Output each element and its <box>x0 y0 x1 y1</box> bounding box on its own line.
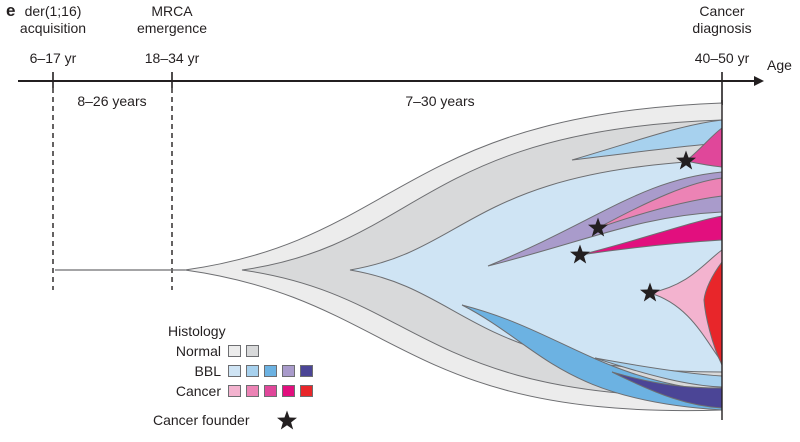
event-der116-age: 6–17 yr <box>29 50 77 66</box>
event-diagnosis-label: Cancer diagnosis <box>692 3 751 37</box>
legend-swatch <box>264 385 277 397</box>
star-icon <box>277 410 297 430</box>
star-icon <box>588 217 608 237</box>
event-der116-label: der(1;16) acquisition <box>20 3 86 37</box>
legend-swatch <box>228 385 241 397</box>
panel-label: e <box>6 1 16 20</box>
event-diagnosis-name: Cancer <box>699 3 745 19</box>
interval-label-2: 7–30 years <box>405 93 475 109</box>
legend-swatch <box>282 385 295 397</box>
legend-swatch <box>228 365 241 377</box>
star-icon <box>640 282 660 302</box>
legend-swatch <box>228 345 241 357</box>
legend-swatch <box>246 385 259 397</box>
legend-row-bbl: BBL <box>163 363 318 379</box>
legend-title: Histology <box>168 323 226 339</box>
legend-swatch <box>246 345 259 357</box>
event-diagnosis-age: 40–50 yr <box>694 50 750 66</box>
event-der116-name: der(1;16) <box>24 3 82 19</box>
legend-row-cancer: Cancer <box>163 383 318 399</box>
legend-label-bbl: BBL <box>194 363 221 379</box>
legend-founder-label: Cancer founder <box>153 412 250 428</box>
interval-label-1: 8–26 years <box>77 93 147 109</box>
event-mrca-label: MRCA emergence <box>137 3 207 37</box>
legend-label-cancer: Cancer <box>175 383 221 399</box>
event-diagnosis-sub: diagnosis <box>692 20 752 36</box>
event-der116-sub: acquisition <box>19 20 87 36</box>
cancer-clone-red <box>703 260 723 366</box>
legend-row-normal: Normal <box>163 343 264 359</box>
legend-swatch <box>264 365 277 377</box>
legend-swatch <box>246 365 259 377</box>
legend-label-normal: Normal <box>175 343 221 359</box>
star-icon <box>570 244 590 264</box>
event-mrca-age: 18–34 yr <box>144 50 200 66</box>
legend-swatch <box>300 365 313 377</box>
legend-swatch <box>282 365 295 377</box>
event-mrca-name: MRCA <box>151 3 193 19</box>
age-axis-label: Age <box>767 57 792 73</box>
legend-swatch <box>300 385 313 397</box>
star-icon <box>676 150 696 170</box>
event-mrca-sub: emergence <box>136 20 208 36</box>
